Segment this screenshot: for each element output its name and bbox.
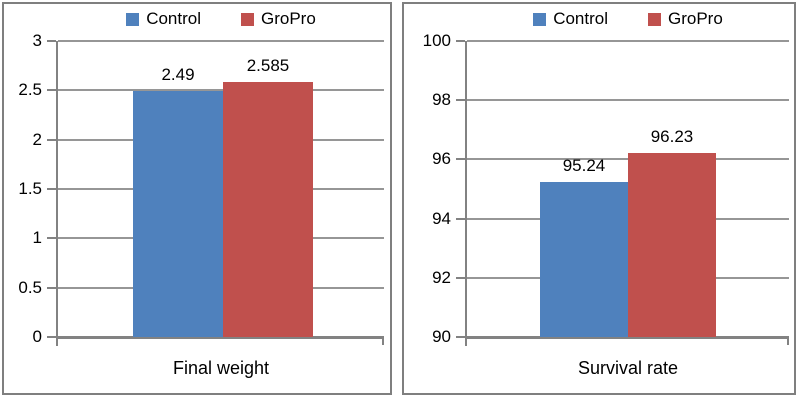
x-axis-end-tick [787,337,789,345]
y-axis-tick [47,40,56,42]
data-label-gropro: 96.23 [650,126,694,146]
y-tick-label: 98 [432,90,451,110]
y-axis-tick [47,89,56,92]
legend-item-control: Control [533,9,608,29]
y-tick-label: 94 [432,208,451,228]
y-tick-label: 96 [432,149,451,169]
legend-label: Control [553,9,608,28]
y-axis-tick [47,286,56,289]
final-weight-chart-panel: Control GroPro 0 0.5 1 1.5 2 2.5 3 2.49 2.585 Final… [2,2,392,395]
data-label-gropro: 2.585 [246,55,290,75]
survival-rate-chart-panel: Control GroPro 90 92 94 96 98 100 95.24 96.23 Surv… [402,2,796,395]
y-tick-label: 1 [32,228,42,248]
legend-label: GroPro [261,9,316,28]
bar-gropro [628,152,716,337]
y-tick-label: 1.5 [18,179,42,198]
x-axis-line [465,336,789,339]
y-tick-label: 92 [432,267,451,287]
gridline [58,40,384,42]
legend-item-control: Control [126,9,201,29]
y-tick-label: 2 [32,129,42,149]
bar-control [540,181,628,337]
y-axis-tick [47,237,56,240]
bar-gropro [223,81,313,337]
legend-swatch-icon [126,12,140,26]
legend-label: GroPro [668,9,723,28]
gridline [467,99,789,102]
y-axis-tick [456,276,465,279]
y-tick-label: 0.5 [18,277,42,297]
y-axis-tick [456,336,465,338]
category-axis-label: Survival rate [577,358,679,378]
legend-swatch-icon [533,12,547,26]
y-axis-tick [47,138,56,141]
data-label-control: 95.24 [562,155,606,175]
legend-item-gropro: GroPro [648,9,723,29]
gridline [58,89,384,92]
legend-swatch-icon [648,12,661,26]
gridline [467,40,789,42]
y-axis-line [56,41,58,346]
legend-item-gropro: GroPro [241,9,316,29]
legend-swatch-icon [241,12,254,26]
y-tick-label: 0 [32,327,42,346]
legend-label: Control [146,9,201,28]
x-axis-line [56,336,384,339]
y-axis-tick [456,158,465,161]
y-tick-label: 3 [32,31,42,50]
y-axis-tick [456,40,465,42]
y-axis-tick [47,336,56,338]
legend: Control GroPro [467,7,789,31]
y-axis-tick [456,217,465,220]
y-axis-tick [47,188,56,190]
y-axis-tick [456,99,465,102]
x-axis-end-tick [382,337,384,345]
legend: Control GroPro [58,7,384,31]
bar-control [133,91,223,337]
y-axis-line [465,41,467,346]
category-axis-label: Final weight [172,358,270,378]
y-tick-label: 2.5 [18,80,42,100]
y-tick-label: 100 [422,31,451,50]
data-label-control: 2.49 [161,65,195,85]
y-tick-label: 90 [432,327,451,346]
